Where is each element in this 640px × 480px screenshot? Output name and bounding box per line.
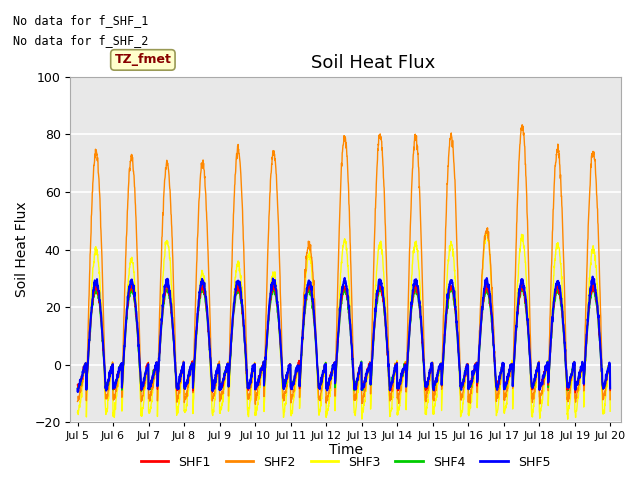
SHF4 bbox=[223, 364, 230, 370]
SHF4 bbox=[138, 388, 145, 394]
SHF3 bbox=[499, 366, 506, 372]
SHF1 bbox=[371, 322, 379, 327]
SHF2 bbox=[74, 398, 81, 404]
SHF5 bbox=[589, 274, 596, 279]
SHF4 bbox=[127, 285, 135, 290]
Line: SHF2: SHF2 bbox=[77, 125, 610, 404]
Y-axis label: Soil Heat Flux: Soil Heat Flux bbox=[15, 202, 29, 298]
SHF5 bbox=[371, 317, 379, 323]
SHF4 bbox=[575, 377, 582, 383]
SHF5 bbox=[223, 369, 230, 374]
SHF5 bbox=[74, 389, 81, 395]
Line: SHF4: SHF4 bbox=[77, 288, 610, 391]
SHF1 bbox=[575, 375, 582, 381]
SHF3 bbox=[222, 370, 230, 375]
SHF2 bbox=[499, 364, 506, 370]
SHF1 bbox=[359, 380, 367, 386]
SHF5 bbox=[74, 386, 81, 392]
Legend: SHF1, SHF2, SHF3, SHF4, SHF5: SHF1, SHF2, SHF3, SHF4, SHF5 bbox=[136, 451, 556, 474]
SHF3 bbox=[359, 407, 367, 413]
SHF1 bbox=[223, 365, 230, 371]
SHF3 bbox=[371, 305, 378, 311]
SHF3 bbox=[575, 395, 582, 401]
SHF2 bbox=[252, 401, 259, 407]
SHF1 bbox=[572, 390, 579, 396]
SHF1 bbox=[499, 365, 506, 371]
SHF4 bbox=[360, 383, 367, 388]
SHF2 bbox=[359, 393, 367, 398]
SHF4 bbox=[74, 385, 81, 391]
SHF3 bbox=[74, 409, 81, 415]
Text: No data for f_SHF_1: No data for f_SHF_1 bbox=[13, 14, 148, 27]
Line: SHF5: SHF5 bbox=[77, 276, 610, 392]
SHF3 bbox=[606, 408, 614, 414]
SHF1 bbox=[127, 280, 135, 286]
SHF2 bbox=[518, 122, 526, 128]
Title: Soil Heat Flux: Soil Heat Flux bbox=[311, 54, 435, 72]
X-axis label: Time: Time bbox=[328, 443, 363, 457]
SHF4 bbox=[371, 317, 379, 323]
SHF4 bbox=[499, 363, 507, 369]
SHF5 bbox=[606, 385, 614, 391]
SHF1 bbox=[606, 387, 614, 393]
SHF2 bbox=[222, 369, 230, 375]
SHF3 bbox=[559, 309, 567, 314]
SHF5 bbox=[574, 378, 582, 384]
SHF2 bbox=[575, 386, 582, 392]
SHF2 bbox=[606, 397, 614, 403]
SHF3 bbox=[483, 229, 490, 235]
Line: SHF3: SHF3 bbox=[77, 232, 610, 419]
SHF5 bbox=[359, 385, 367, 391]
SHF5 bbox=[499, 360, 506, 366]
SHF1 bbox=[74, 382, 81, 388]
SHF2 bbox=[559, 253, 567, 259]
SHF5 bbox=[559, 321, 567, 327]
Line: SHF1: SHF1 bbox=[77, 283, 610, 393]
SHF4 bbox=[606, 384, 614, 390]
Text: No data for f_SHF_2: No data for f_SHF_2 bbox=[13, 34, 148, 47]
SHF4 bbox=[559, 328, 567, 334]
SHF1 bbox=[559, 324, 567, 330]
SHF3 bbox=[564, 416, 572, 422]
Text: TZ_fmet: TZ_fmet bbox=[115, 53, 172, 66]
SHF2 bbox=[371, 226, 379, 232]
